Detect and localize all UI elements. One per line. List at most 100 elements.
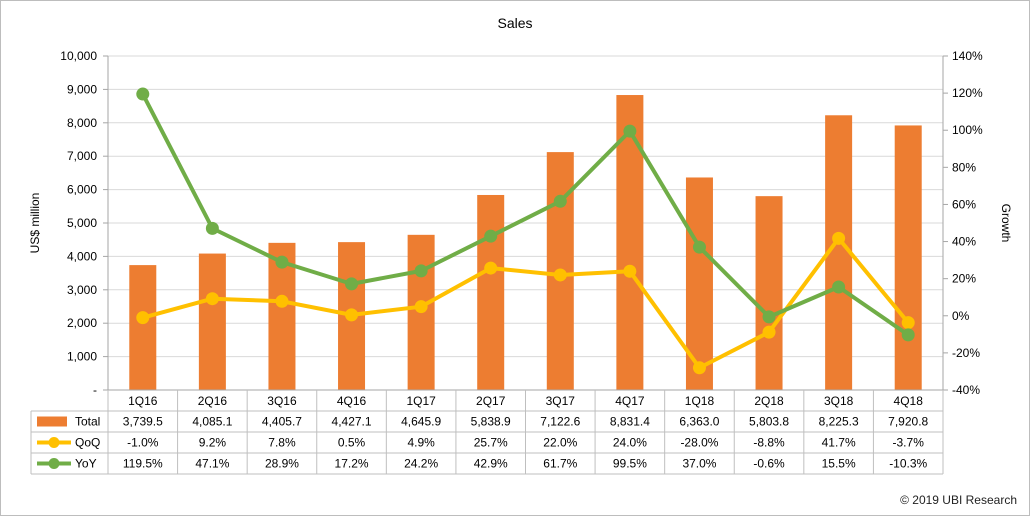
bar-4q18 [894, 125, 922, 390]
yoy-value-1q17: 24.2% [404, 457, 438, 471]
qoq-point-3q16 [275, 294, 289, 308]
left-tick-label: 4,000 [67, 249, 97, 263]
copyright-text: © 2019 UBI Research [900, 493, 1017, 507]
yoy-value-2q18: -0.6% [753, 457, 785, 471]
right-tick-label: 140% [952, 49, 983, 63]
right-tick-label: -40% [952, 383, 980, 397]
category-label: 2Q17 [476, 394, 506, 408]
yoy-value-3q17: 61.7% [543, 457, 577, 471]
yoy-point-4q16 [345, 277, 359, 291]
qoq-value-1q17: 4.9% [407, 436, 435, 450]
bar-2q17 [477, 194, 505, 390]
qoq-value-4q17: 24.0% [613, 436, 647, 450]
total-value-3q16: 4,405.7 [262, 415, 302, 429]
left-tick-label: 5,000 [67, 216, 97, 230]
yoy-legend-label: YoY [75, 457, 97, 471]
category-label: 4Q17 [615, 394, 645, 408]
total-legend-key [37, 416, 67, 427]
right-tick-label: 40% [952, 235, 976, 249]
qoq-value-3q18: 41.7% [822, 436, 856, 450]
total-value-1q16: 3,739.5 [123, 415, 163, 429]
qoq-point-4q17 [623, 264, 637, 278]
qoq-legend-label: QoQ [75, 436, 100, 450]
total-value-2q16: 4,085.1 [192, 415, 232, 429]
qoq-point-1q17 [414, 300, 428, 314]
yoy-point-1q18 [692, 240, 706, 254]
total-value-2q18: 5,803.8 [749, 415, 789, 429]
yoy-point-4q18 [901, 328, 915, 342]
left-tick-label: 9,000 [67, 82, 97, 96]
yoy-point-4q17 [623, 124, 637, 138]
total-value-2q17: 5,838.9 [471, 415, 511, 429]
total-value-4q17: 8,831.4 [610, 415, 650, 429]
qoq-point-3q17 [553, 268, 567, 282]
category-label: 2Q18 [754, 394, 784, 408]
qoq-point-2q16 [205, 292, 219, 306]
left-tick-label: 8,000 [67, 116, 97, 130]
qoq-value-4q16: 0.5% [338, 436, 366, 450]
right-tick-label: 100% [952, 123, 983, 137]
total-value-3q17: 7,122.6 [540, 415, 580, 429]
total-value-4q18: 7,920.8 [888, 415, 928, 429]
yoy-value-1q16: 119.5% [123, 457, 163, 471]
qoq-value-2q18: -8.8% [753, 436, 785, 450]
left-tick-label: 6,000 [67, 183, 97, 197]
yoy-value-3q16: 28.9% [265, 457, 299, 471]
right-tick-label: 20% [952, 272, 976, 286]
right-tick-label: 120% [952, 86, 983, 100]
yoy-value-1q18: 37.0% [682, 457, 716, 471]
right-tick-label: -20% [952, 346, 980, 360]
category-label: 3Q18 [824, 394, 854, 408]
left-tick-label: 7,000 [67, 149, 97, 163]
yoy-point-1q17 [414, 264, 428, 278]
bar-2q16 [198, 253, 226, 390]
left-tick-label: 10,000 [60, 49, 97, 63]
qoq-value-3q17: 22.0% [543, 436, 577, 450]
right-tick-label: 60% [952, 197, 976, 211]
yoy-value-2q16: 47.1% [195, 457, 229, 471]
category-label: 1Q18 [685, 394, 715, 408]
left-tick-label: 3,000 [67, 283, 97, 297]
qoq-value-2q17: 25.7% [474, 436, 508, 450]
right-tick-label: 0% [952, 309, 970, 323]
total-value-4q16: 4,427.1 [332, 415, 372, 429]
qoq-point-1q18 [692, 361, 706, 375]
chart-title: Sales [497, 15, 532, 31]
yoy-legend-marker [48, 458, 60, 469]
left-axis-title: US$ million [28, 193, 42, 254]
yoy-point-3q16 [275, 255, 289, 269]
yoy-point-3q18 [832, 280, 846, 294]
left-tick-label: 1,000 [67, 350, 97, 364]
qoq-value-4q18: -3.7% [893, 436, 925, 450]
left-tick-label: - [93, 383, 97, 397]
total-value-1q18: 6,363.0 [679, 415, 719, 429]
qoq-point-3q18 [832, 231, 846, 245]
qoq-point-4q18 [901, 316, 915, 330]
qoq-value-3q16: 7.8% [268, 436, 296, 450]
yoy-value-2q17: 42.9% [474, 457, 508, 471]
category-label: 1Q16 [128, 394, 158, 408]
qoq-point-2q18 [762, 325, 776, 339]
yoy-point-3q17 [553, 194, 567, 208]
qoq-value-1q16: -1.0% [127, 436, 159, 450]
total-legend-label: Total [75, 415, 100, 429]
left-tick-label: 2,000 [67, 316, 97, 330]
yoy-value-4q16: 17.2% [335, 457, 369, 471]
yoy-value-4q17: 99.5% [613, 457, 647, 471]
right-tick-label: 80% [952, 160, 976, 174]
qoq-point-1q16 [136, 311, 150, 325]
category-label: 3Q17 [546, 394, 576, 408]
bar-2q18 [755, 196, 783, 390]
yoy-line [141, 93, 910, 337]
qoq-legend-marker [48, 437, 60, 448]
total-value-1q17: 4,645.9 [401, 415, 441, 429]
yoy-point-2q17 [484, 229, 498, 243]
yoy-point-2q16 [205, 221, 219, 235]
category-label: 2Q16 [198, 394, 228, 408]
qoq-value-2q16: 9.2% [199, 436, 227, 450]
qoq-point-2q17 [484, 261, 498, 275]
category-label: 4Q18 [894, 394, 924, 408]
category-label: 4Q16 [337, 394, 367, 408]
